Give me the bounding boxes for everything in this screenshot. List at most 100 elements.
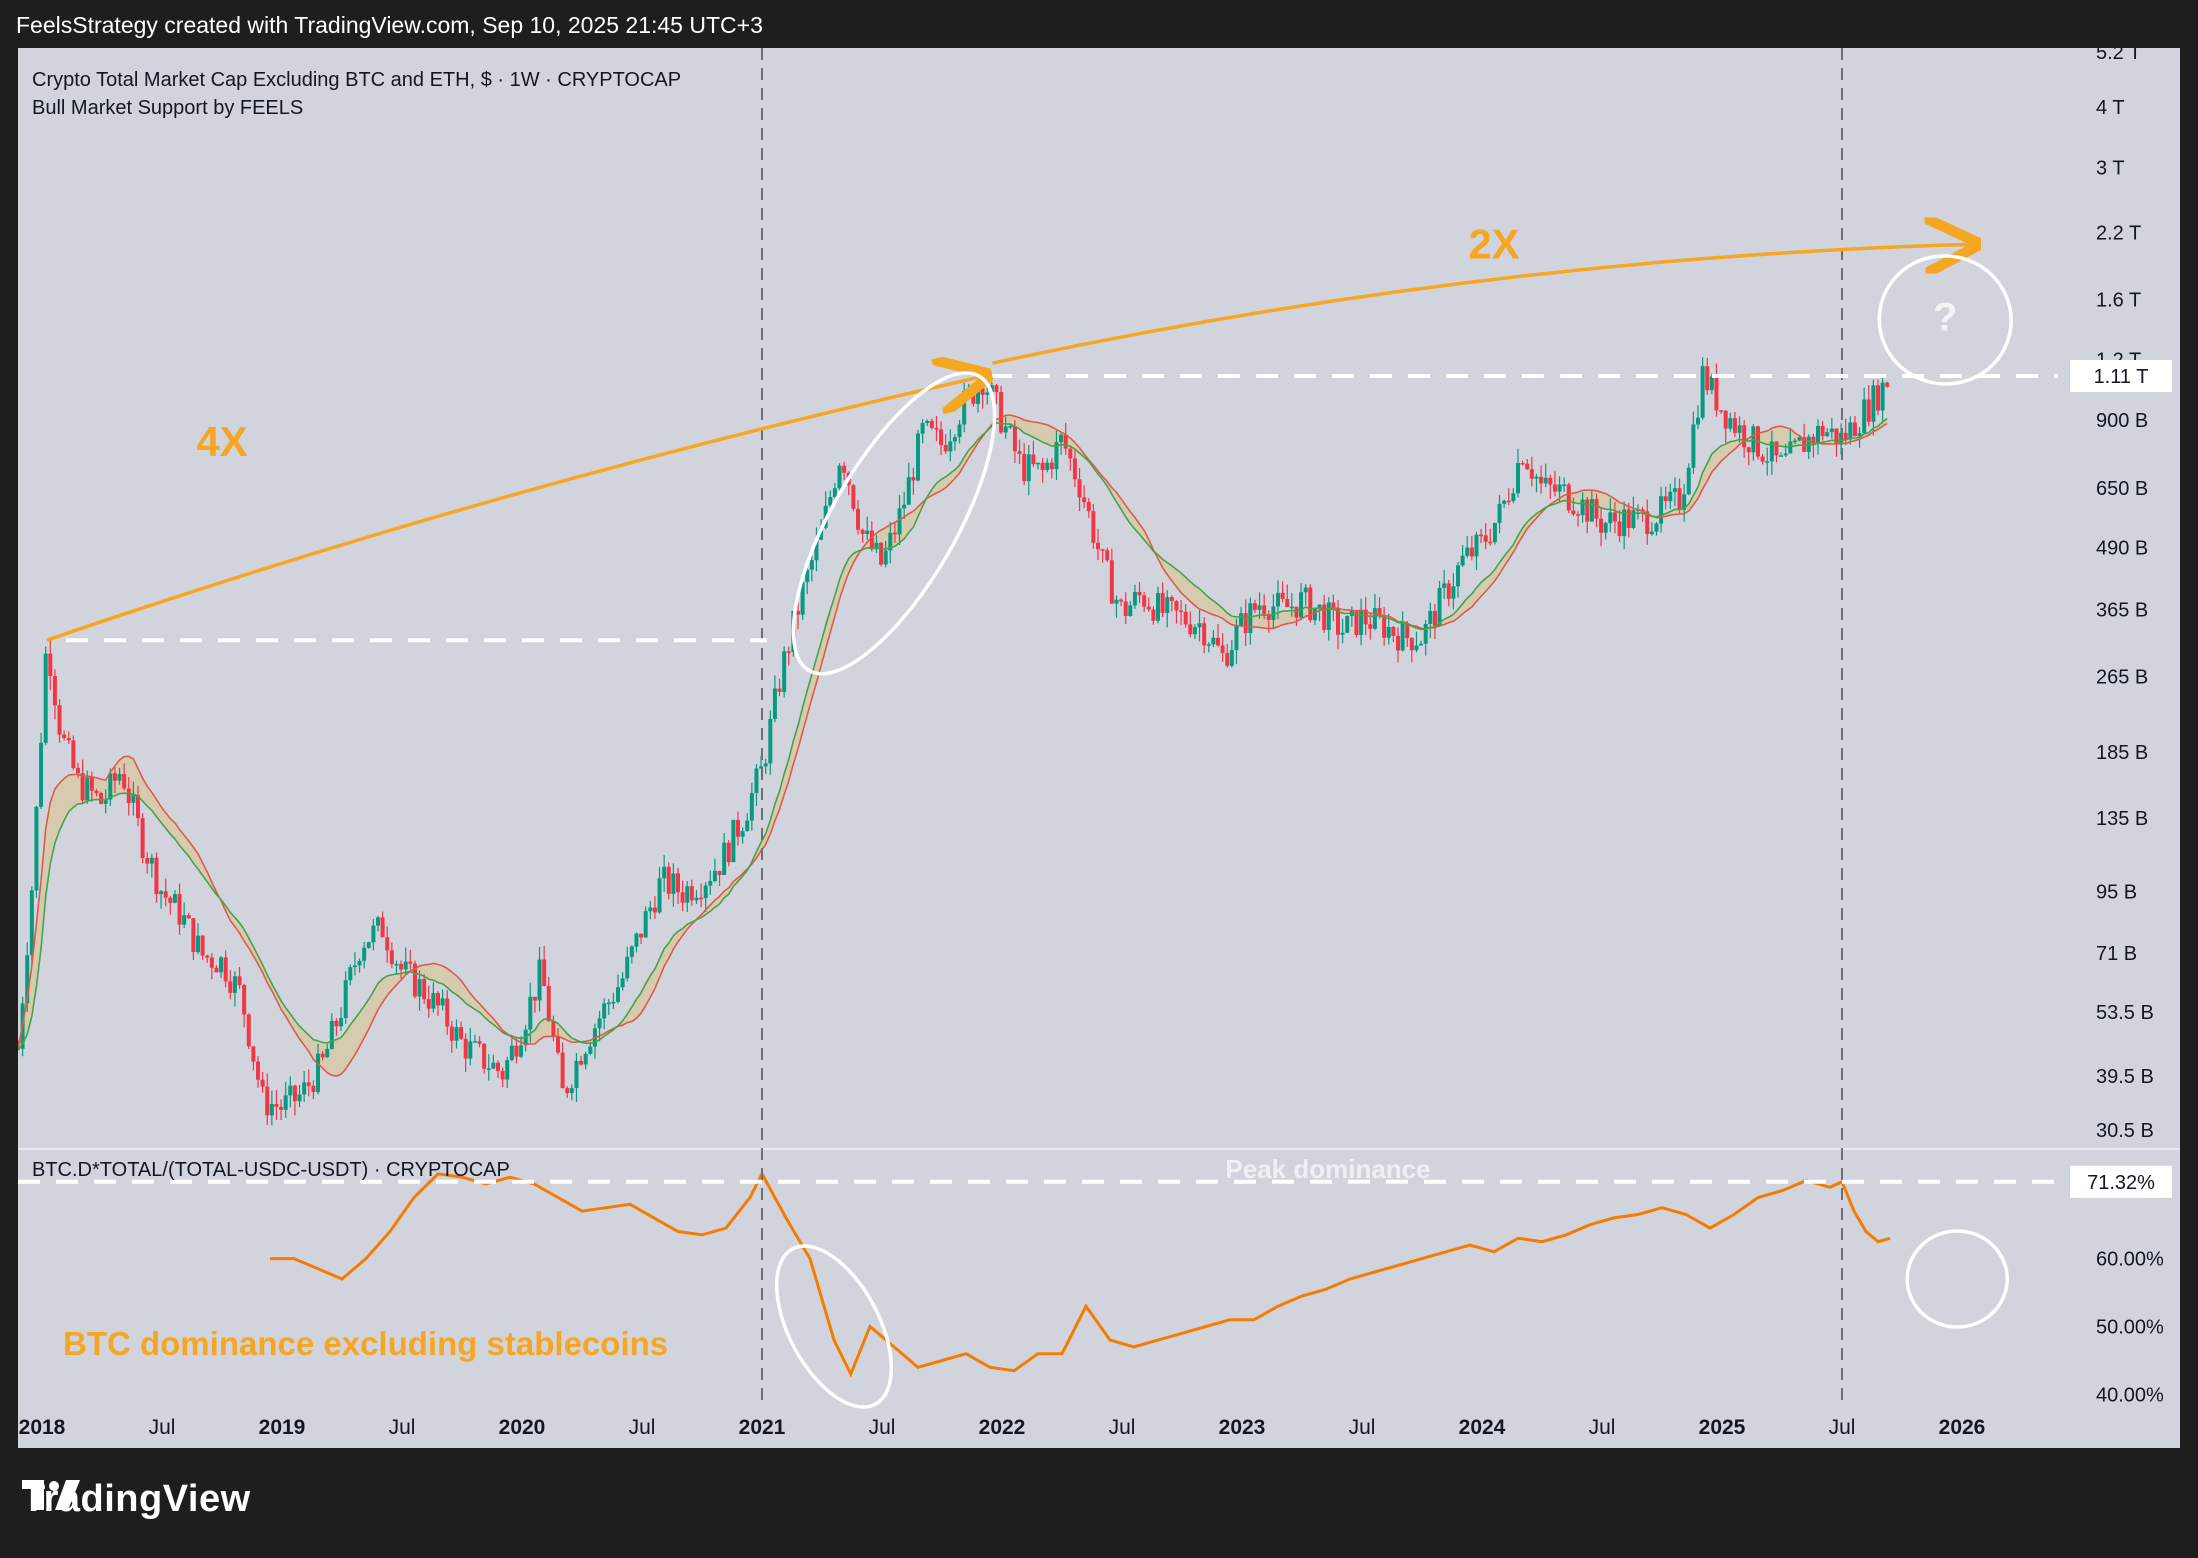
candle-body — [712, 870, 717, 882]
highlight-ellipse — [774, 1244, 894, 1409]
candle-body — [625, 956, 630, 979]
candle-body — [819, 527, 824, 540]
candle-body — [1299, 592, 1304, 618]
candle-body — [486, 1068, 491, 1070]
candle-body — [1783, 453, 1788, 456]
y-axis-tick-label: 4 T — [2096, 97, 2125, 119]
candle-body — [948, 441, 953, 452]
candle-body — [1465, 547, 1470, 556]
candle-body — [856, 508, 860, 530]
candle-body — [929, 420, 934, 428]
candle-body — [18, 1048, 20, 1050]
candle-body — [1682, 494, 1687, 510]
candle-body — [832, 488, 837, 498]
candle-body — [385, 937, 390, 951]
candle-body — [1252, 603, 1257, 610]
candle-body — [1382, 615, 1387, 638]
candle-body — [1308, 587, 1313, 621]
candle-body — [325, 1048, 330, 1058]
candle-body — [920, 423, 925, 434]
candle-body — [1746, 447, 1751, 453]
candle-body — [1737, 425, 1742, 433]
candle-body — [1082, 497, 1087, 503]
candle-body — [1142, 595, 1147, 607]
candle-body — [809, 560, 814, 570]
candle-body — [1165, 597, 1170, 613]
candle-body — [1469, 547, 1474, 557]
x-axis-tick-label: Jul — [389, 1416, 416, 1439]
dominance-series-label: BTC dominance excluding stablecoins — [63, 1325, 668, 1362]
candle-body — [1359, 609, 1364, 635]
candle-body — [957, 424, 962, 438]
candle-body — [1829, 428, 1834, 433]
candle-body — [159, 891, 164, 895]
tradingview-logo-icon — [22, 1480, 80, 1510]
candle-body — [242, 985, 247, 1015]
candle-body — [1691, 424, 1696, 468]
candle-body — [1816, 425, 1820, 444]
candle-body — [1119, 599, 1124, 602]
y-axis-tick-label: 50.00% — [2096, 1317, 2164, 1339]
candle-body — [556, 1036, 560, 1053]
candle-body — [66, 737, 71, 741]
candle-body — [643, 911, 648, 938]
candle-body — [768, 718, 773, 764]
candle-body — [1456, 565, 1460, 587]
candle-body — [117, 774, 122, 781]
x-axis-tick-label: Jul — [149, 1416, 176, 1439]
candle-body — [348, 967, 353, 981]
candle-body — [639, 933, 644, 938]
candle-body — [399, 963, 404, 970]
candle-body — [782, 651, 787, 692]
y-axis-tick-label: 53.5 B — [2096, 1002, 2154, 1024]
candle-body — [1049, 462, 1054, 470]
candle-body — [500, 1071, 505, 1080]
candle-body — [1451, 586, 1456, 599]
candle-body — [1174, 601, 1179, 611]
candle-body — [1566, 484, 1571, 511]
candle-body — [1760, 456, 1765, 462]
candle-body — [883, 550, 888, 565]
candle-body — [1409, 638, 1414, 651]
candle-body — [223, 957, 228, 982]
y-axis-tick-label: 365 B — [2096, 599, 2148, 621]
candle-body — [1599, 518, 1604, 533]
candle-body — [1151, 609, 1156, 621]
candle-body — [1802, 437, 1807, 452]
candle-body — [209, 957, 214, 968]
candle-body — [1645, 511, 1650, 535]
candle-body — [1714, 376, 1719, 411]
candle-body — [1340, 632, 1345, 635]
candle-body — [1372, 608, 1377, 629]
candle-body — [551, 1021, 556, 1037]
candle-body — [1792, 440, 1797, 443]
candle-body — [1137, 591, 1142, 596]
candle-body — [588, 1046, 593, 1054]
candle-body — [1659, 496, 1664, 524]
candle-body — [980, 388, 985, 395]
candle-body — [1294, 606, 1299, 618]
lower-chart-title: BTC.D*TOTAL/(TOTAL-USDC-USDT) · CRYPTOCA… — [32, 1159, 510, 1181]
candle-body — [168, 897, 173, 903]
growth-arrow-2x — [992, 244, 1974, 365]
candle-body — [1460, 555, 1465, 566]
candle-body — [902, 504, 907, 509]
candle-body — [136, 795, 140, 819]
candle-body — [1169, 597, 1174, 602]
candle-body — [1386, 627, 1391, 638]
candle-body — [1871, 385, 1876, 422]
candle-body — [1266, 614, 1271, 620]
candle-body — [112, 773, 117, 781]
candle-body — [1248, 603, 1253, 634]
candle-body — [1525, 463, 1530, 470]
candle-body — [569, 1088, 574, 1094]
candle-body — [297, 1094, 302, 1102]
highlight-ellipse — [1905, 1229, 2009, 1329]
candle-body — [703, 885, 708, 899]
candle-body — [131, 795, 136, 803]
candle-body — [1696, 417, 1700, 425]
candle-body — [352, 965, 357, 968]
candle-body — [288, 1085, 293, 1096]
candle-body — [1885, 382, 1890, 387]
